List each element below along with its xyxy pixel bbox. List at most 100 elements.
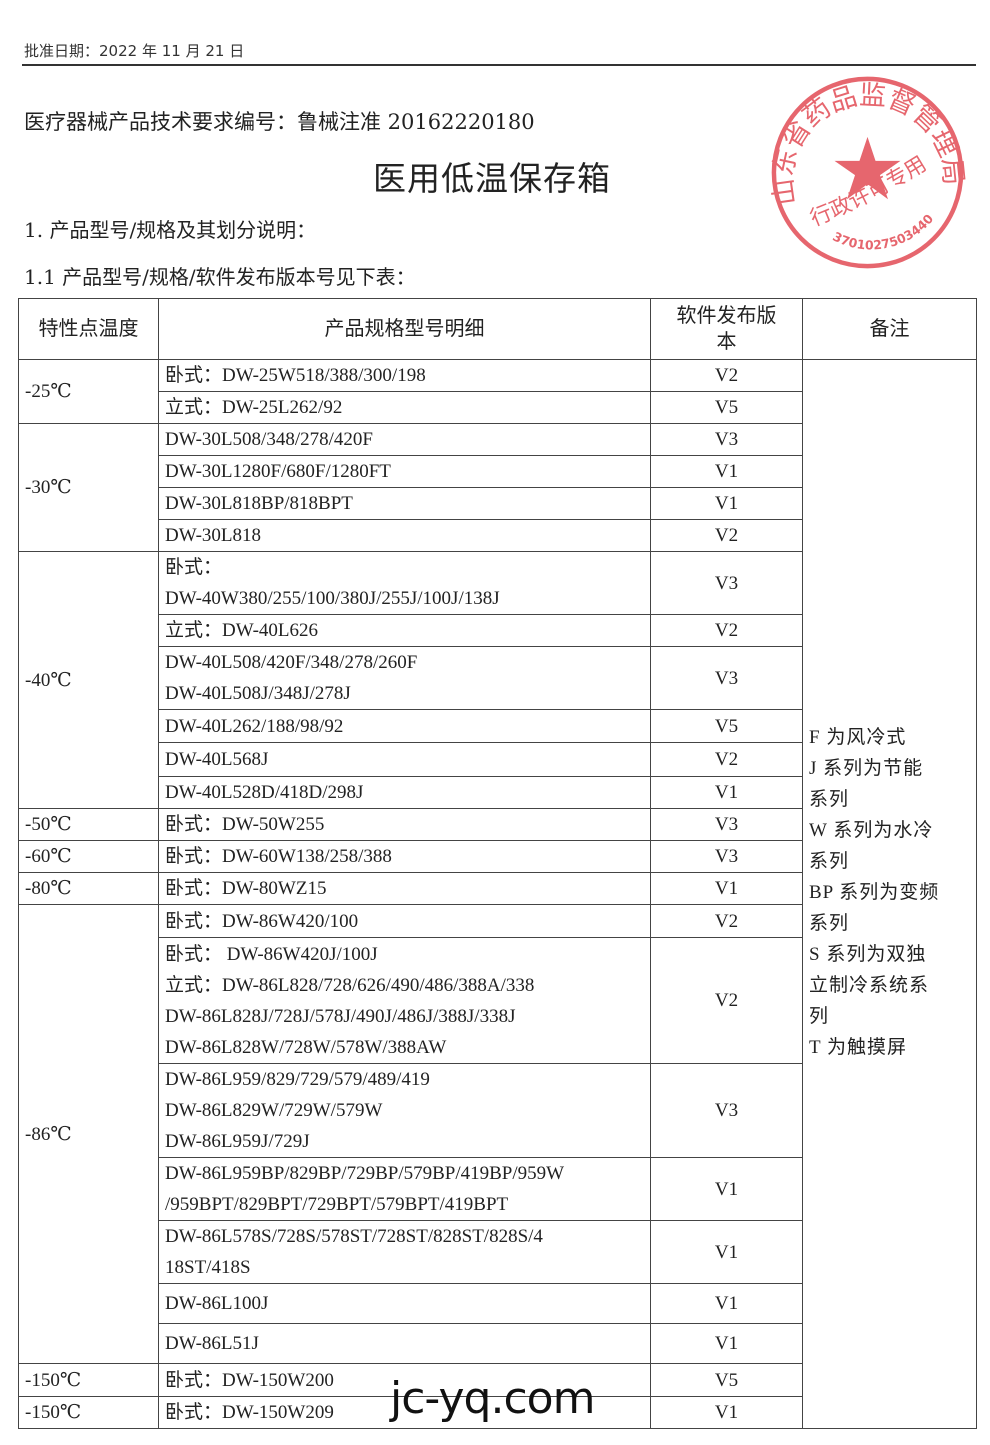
version-cell: V1 [650,487,803,520]
table-row: DW-30L1280F/680F/1280FT V1 [19,455,977,488]
table-row: -60℃ 卧式：DW-60W138/258/388 V3 [18,840,977,873]
table-row: DW-86L959/829/729/579/489/419 DW-86L829W/… [19,1063,977,1158]
model-cell: DW-86L100J [158,1283,651,1324]
model-line: 18ST/418S [165,1257,251,1278]
table-row: DW-40L568J V2 [19,742,977,777]
model-line: DW-86L828J/728J/578J/490J/486J/388J/338J [165,1005,516,1027]
model-cell: DW-40L568J [158,742,651,777]
header-software-version-text: 软件发布版本 [676,305,777,353]
model-line: DW-86L959/829/729/579/489/419 [165,1069,430,1090]
table-row: -150℃ 卧式：DW-150W209 V1 [18,1396,977,1429]
header-temperature: 特性点温度 [18,298,159,360]
model-line: 卧式：DW-150W200 [165,1369,334,1391]
model-line: DW-40L262/188/98/92 [165,715,344,737]
header-software-version: 软件发布版本 [650,298,803,360]
version-cell: V1 [650,872,803,905]
model-cell: DW-30L818 [158,519,651,552]
table-row: DW-86L51J V1 [19,1323,977,1364]
remark-line: 系列 [809,851,850,872]
model-line: 立式：DW-40L626 [165,620,319,641]
temperature-cell: -86℃ [18,904,159,1364]
model-cell: DW-40L508/420F/348/278/260F DW-40L508J/34… [158,646,651,710]
model-line: DW-30L508/348/278/420F [165,429,373,450]
model-line: DW-86L959BP/829BP/729BP/579BP/419BP/959W [165,1163,565,1184]
model-cell: DW-40L528D/418D/298J [158,776,651,809]
model-cell: 卧式：DW-150W200 [158,1363,651,1397]
table-row: DW-40L508/420F/348/278/260F DW-40L508J/34… [19,646,977,710]
remark-line: F 为风冷式 [809,727,907,748]
model-line: DW-40L568J [165,749,269,770]
table-row: 立式：DW-40L626 V2 [19,614,977,647]
document-number: 医疗器械产品技术要求编号：鲁械注准 20162220180 [24,110,535,134]
header-divider [22,64,976,66]
version-cell: V2 [650,742,803,777]
model-cell: 立式：DW-25L262/92 [158,391,651,424]
model-cell: DW-30L1280F/680F/1280FT [158,455,651,488]
remark-line: 列 [809,1006,830,1027]
temperature-cell: -150℃ [18,1396,159,1429]
version-cell: V5 [650,1363,803,1397]
model-line: 卧式：DW-50W255 [165,814,325,835]
model-line: DW-40L528D/418D/298J [165,782,364,803]
model-line: 卧式： [165,557,223,578]
version-cell: V5 [650,709,803,743]
version-cell: V3 [650,840,803,873]
model-line: DW-30L818 [165,525,262,546]
header-model: 产品规格型号明细 [158,298,651,360]
model-line: DW-40L508/420F/348/278/260F [165,652,418,673]
version-cell: V1 [650,1220,803,1284]
model-cell: 卧式：DW-150W209 [158,1396,651,1429]
model-line: DW-86L828W/728W/578W/388AW [165,1036,447,1058]
model-cell: 卧式：DW-60W138/258/388 [158,840,651,873]
version-cell: V2 [650,359,803,392]
version-cell: V1 [650,1283,803,1324]
model-cell: DW-86L51J [158,1323,651,1364]
version-cell: V1 [650,776,803,809]
model-line: DW-86L578S/728S/578ST/728ST/828ST/828S/4 [165,1226,543,1247]
table-header-row: 特性点温度 产品规格型号明细 软件发布版本 备注 [18,298,977,360]
subsection-heading: 1.1 产品型号/规格/软件发布版本号见下表： [24,265,416,289]
model-line: 卧式：DW-25W518/388/300/198 [165,365,426,386]
temperature-cell: -40℃ [18,551,159,809]
table-row: DW-86L959BP/829BP/729BP/579BP/419BP/959W… [19,1157,977,1221]
temperature-cell: -25℃ [18,359,159,424]
table-row: -86℃ 卧式：DW-86W420/100 V2 [18,904,977,1364]
table-row: -40℃ 卧式： DW-40W380/255/100/380J/255J/100J/… [18,551,977,809]
model-cell: 卧式：DW-25W518/388/300/198 [158,359,651,392]
version-cell: V3 [650,551,803,615]
temperature-cell: -150℃ [18,1363,159,1397]
model-cell: DW-86L959/829/729/579/489/419 DW-86L829W/… [158,1063,651,1158]
table-row: DW-86L578S/728S/578ST/728ST/828ST/828S/4… [19,1220,977,1284]
model-line: 卧式：DW-86W420/100 [165,910,359,932]
version-cell: V2 [650,614,803,647]
model-line: DW-86L100J [165,1293,269,1314]
watermark: jc-yq.com [390,1373,595,1424]
model-line: DW-86L51J [165,1333,259,1354]
table-row: DW-40L262/188/98/92 V5 [19,709,977,743]
model-line: DW-86L959J/729J [165,1131,310,1152]
model-cell: DW-86L959BP/829BP/729BP/579BP/419BP/959W… [158,1157,651,1221]
model-cell: 卧式：DW-50W255 [158,808,651,841]
model-line: DW-40W380/255/100/380J/255J/100J/138J [165,588,500,609]
document-title: 医用低温保存箱 [373,159,611,198]
remark-line: 系列 [809,913,850,934]
table-row: 立式：DW-25L262/92 V5 [19,391,977,424]
version-cell: V1 [650,1396,803,1429]
temperature-cell: -30℃ [18,423,159,552]
model-line: 卧式：DW-60W138/258/388 [165,846,392,867]
official-seal: 山东省药品监督管理局 行政许可专用章 3701027503440 [765,70,969,269]
version-cell: V2 [650,904,803,938]
model-line: 立式：DW-25L262/92 [165,397,343,418]
model-cell: DW-30L508/348/278/420F [158,423,651,456]
table-row: -80℃ 卧式：DW-80WZ15 V1 [18,872,977,905]
model-cell: 立式：DW-40L626 [158,614,651,647]
temperature-cell: -50℃ [18,808,159,841]
model-cell: 卧式：DW-80WZ15 [158,872,651,905]
table-row: 卧式： DW-86W420J/100J 立式：DW-86L828/728/626/… [19,937,977,1064]
product-spec-table: 特性点温度 产品规格型号明细 软件发布版本 备注 -25℃ 卧式：DW-25W51… [18,298,977,1429]
version-cell: V3 [650,808,803,841]
model-line: DW-30L818BP/818BPT [165,493,353,514]
model-cell: 卧式：DW-86W420/100 [158,904,651,938]
remark-line: W 系列为水冷 [809,820,934,841]
model-cell: DW-40L262/188/98/92 [158,709,651,743]
